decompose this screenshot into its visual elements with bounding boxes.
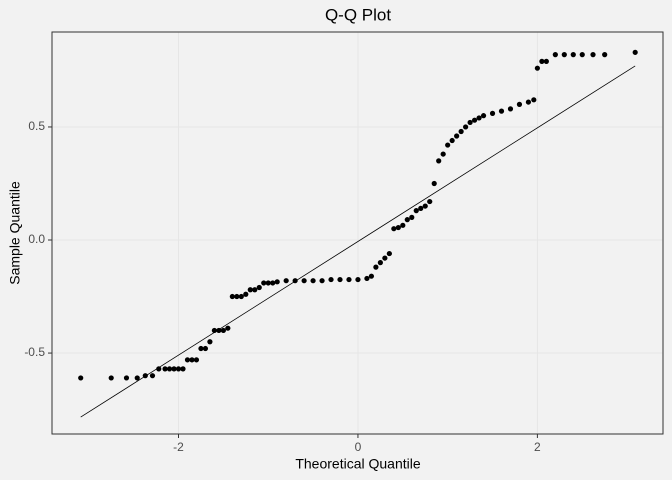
point — [458, 128, 464, 135]
point — [382, 255, 388, 261]
point — [270, 280, 276, 286]
point — [175, 366, 182, 372]
point — [498, 108, 505, 114]
point — [632, 49, 638, 55]
point — [590, 52, 596, 58]
point — [274, 279, 280, 285]
point — [184, 357, 191, 363]
point — [207, 339, 213, 345]
point — [301, 278, 307, 284]
point — [328, 276, 334, 283]
point — [134, 375, 140, 381]
point — [436, 158, 442, 164]
point — [467, 119, 473, 126]
point — [108, 375, 114, 381]
point — [229, 293, 235, 300]
point — [463, 124, 469, 130]
point — [449, 137, 455, 144]
point — [171, 366, 177, 372]
point — [319, 278, 325, 284]
point — [202, 345, 209, 352]
point — [238, 293, 244, 300]
point — [189, 357, 195, 363]
point — [337, 276, 343, 283]
point — [427, 198, 433, 205]
x-axis-title: Theoretical Quantile — [295, 456, 421, 472]
point — [579, 52, 585, 58]
point — [346, 276, 352, 283]
point — [404, 217, 410, 223]
x-tick-label: -2 — [173, 440, 184, 454]
point — [454, 133, 460, 139]
point — [516, 101, 523, 107]
point — [156, 366, 162, 372]
point — [256, 284, 262, 291]
point — [225, 325, 231, 331]
point — [252, 287, 258, 293]
point — [440, 151, 446, 157]
point — [480, 113, 487, 119]
point — [220, 327, 226, 334]
point — [149, 373, 156, 379]
point — [445, 142, 451, 148]
point — [373, 264, 379, 270]
point — [534, 65, 540, 71]
point — [409, 214, 415, 220]
point — [247, 287, 253, 293]
y-tick-label: 0.0 — [28, 232, 45, 246]
point — [166, 366, 173, 372]
point — [123, 375, 130, 381]
point — [310, 278, 316, 284]
point — [243, 291, 249, 297]
point — [142, 373, 148, 379]
point — [283, 278, 289, 284]
point — [525, 99, 532, 105]
point — [377, 260, 383, 266]
point — [539, 58, 545, 64]
point — [431, 180, 437, 187]
point — [552, 52, 558, 58]
point — [193, 357, 200, 363]
point — [355, 276, 361, 283]
chart-title: Q-Q Plot — [325, 5, 391, 24]
x-tick-label: 0 — [355, 440, 362, 454]
point — [265, 280, 271, 286]
point — [531, 97, 537, 103]
reference-line — [80, 65, 636, 418]
point — [489, 110, 496, 116]
point — [413, 208, 419, 214]
point — [198, 345, 204, 352]
point — [234, 293, 240, 300]
point — [261, 280, 267, 286]
point — [391, 226, 397, 232]
y-tick-label: 0.5 — [28, 119, 45, 133]
point — [570, 52, 576, 58]
y-tick-label: -0.5 — [24, 345, 45, 359]
point — [180, 366, 186, 372]
point — [211, 327, 217, 334]
point — [400, 222, 406, 228]
panel-border — [51, 31, 664, 435]
point — [418, 205, 424, 211]
point — [507, 106, 514, 112]
point — [602, 52, 608, 58]
y-axis-title: Sample Quantile — [7, 181, 23, 285]
point — [364, 275, 370, 282]
point — [561, 52, 567, 58]
point — [292, 278, 298, 284]
point — [476, 115, 482, 121]
point — [216, 327, 222, 334]
x-tick-label: 2 — [534, 440, 541, 454]
point — [543, 58, 549, 64]
point — [471, 117, 478, 123]
point — [395, 224, 401, 231]
point — [422, 203, 428, 209]
point — [368, 273, 375, 279]
point — [162, 366, 168, 372]
point — [78, 375, 84, 381]
point — [386, 250, 392, 257]
